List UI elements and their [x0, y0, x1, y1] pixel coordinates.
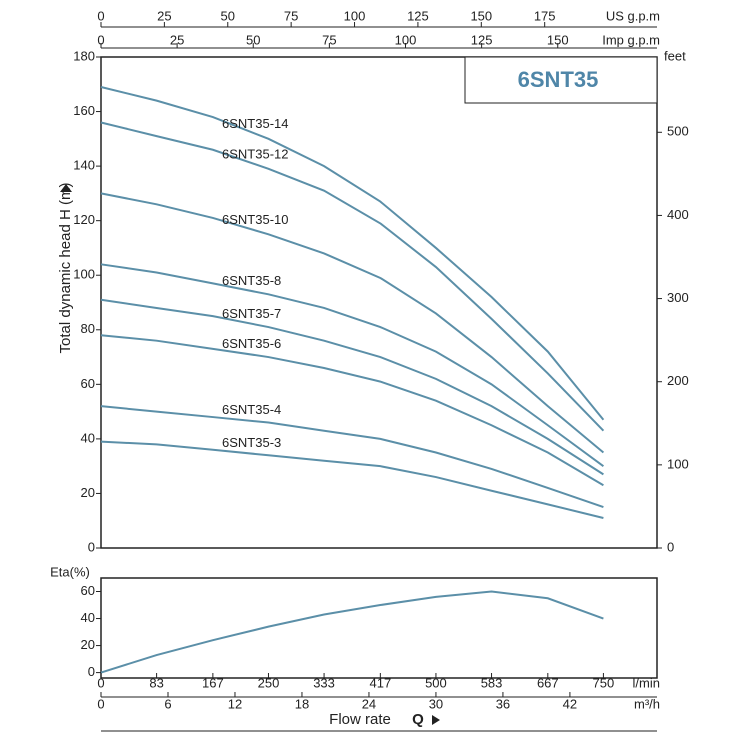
- x-tick-label: 75: [322, 32, 336, 47]
- curve: [100, 263, 605, 467]
- x-tick-label: 12: [228, 696, 242, 711]
- y2-tick-label: 100: [667, 456, 689, 471]
- curve: [100, 298, 604, 476]
- curve: [100, 334, 604, 487]
- y-tick-label: 60: [81, 583, 95, 598]
- x-tick-label: 100: [395, 32, 417, 47]
- eta-frame: [100, 577, 658, 679]
- curve-label: 6SNT35-6: [222, 336, 281, 351]
- x-axis-label: Flow rate: [329, 711, 391, 728]
- y-tick-label: 140: [73, 158, 95, 173]
- x-tick-label: 150: [470, 8, 492, 23]
- curve-label: 6SNT35-12: [222, 146, 288, 161]
- curve: [100, 590, 604, 674]
- y-tick-label: 0: [88, 664, 95, 679]
- title-box: [464, 56, 658, 104]
- curve: [100, 86, 605, 421]
- x-tick-label: 417: [369, 675, 391, 690]
- axis-unit: l/min: [633, 675, 660, 690]
- y2-tick-label: 200: [667, 373, 689, 388]
- x-tick-label: 500: [425, 675, 447, 690]
- x-tick-label: 36: [496, 696, 510, 711]
- x-tick-label: 18: [295, 696, 309, 711]
- x-tick-label: 75: [284, 8, 298, 23]
- x-tick-label: 42: [563, 696, 577, 711]
- x-tick-label: 0: [97, 696, 104, 711]
- y-tick-label: 180: [73, 48, 95, 63]
- eta-axis-label: Eta(%): [50, 564, 90, 579]
- x-tick-label: 0: [97, 8, 104, 23]
- arrow: [60, 184, 72, 192]
- curve-label: 6SNT35-8: [222, 273, 281, 288]
- x-tick-label: 50: [221, 8, 235, 23]
- curve-label: 6SNT35-4: [222, 402, 281, 417]
- x-tick-label: 100: [344, 8, 366, 23]
- x-axis-symbol: Q: [412, 711, 424, 728]
- y2-tick-label: 400: [667, 207, 689, 222]
- y-tick-label: 40: [81, 430, 95, 445]
- y-tick-label: 0: [88, 539, 95, 554]
- x-tick-label: 24: [362, 696, 376, 711]
- x-tick-label: 583: [481, 675, 503, 690]
- x-tick-label: 125: [407, 8, 429, 23]
- y-axis-label: Total dynamic head H (m): [57, 183, 74, 354]
- y2-axis-label: feet: [664, 48, 686, 63]
- x-tick-label: 30: [429, 696, 443, 711]
- y-tick-label: 40: [81, 610, 95, 625]
- x-tick-label: 0: [97, 32, 104, 47]
- y-tick-label: 160: [73, 103, 95, 118]
- y2-tick-label: 500: [667, 124, 689, 139]
- arrow: [432, 715, 440, 725]
- x-tick-label: 25: [170, 32, 184, 47]
- x-tick-label: 333: [313, 675, 335, 690]
- x-tick-label: 83: [149, 675, 163, 690]
- curve-label: 6SNT35-14: [222, 116, 288, 131]
- x-tick-label: 125: [471, 32, 493, 47]
- x-tick-label: 0: [97, 675, 104, 690]
- x-tick-label: 50: [246, 32, 260, 47]
- x-tick-label: 175: [534, 8, 556, 23]
- curve-label: 6SNT35-3: [222, 435, 281, 450]
- curve-label: 6SNT35-10: [222, 212, 288, 227]
- x-tick-label: 250: [258, 675, 280, 690]
- y-tick-label: 80: [81, 321, 95, 336]
- curve-label: 6SNT35-7: [222, 306, 281, 321]
- x-tick-label: 25: [157, 8, 171, 23]
- x-tick-label: 750: [593, 675, 615, 690]
- axis-unit: US g.p.m: [606, 8, 660, 23]
- y-tick-label: 120: [73, 212, 95, 227]
- chart-title: 6SNT35: [518, 67, 599, 92]
- curve: [100, 440, 604, 519]
- y-tick-label: 20: [81, 485, 95, 500]
- x-tick-label: 150: [547, 32, 569, 47]
- curve: [100, 192, 605, 454]
- curve: [100, 405, 604, 509]
- y-tick-label: 100: [73, 267, 95, 282]
- axis-unit: Imp g.p.m: [602, 32, 660, 47]
- x-tick-label: 6: [164, 696, 171, 711]
- y-tick-label: 60: [81, 376, 95, 391]
- axis-unit: m³/h: [634, 696, 660, 711]
- plot-frame: [100, 56, 658, 549]
- x-tick-label: 167: [202, 675, 224, 690]
- y-tick-label: 20: [81, 637, 95, 652]
- y2-tick-label: 300: [667, 290, 689, 305]
- x-tick-label: 667: [537, 675, 559, 690]
- curve: [100, 121, 605, 432]
- y2-tick-label: 0: [667, 539, 674, 554]
